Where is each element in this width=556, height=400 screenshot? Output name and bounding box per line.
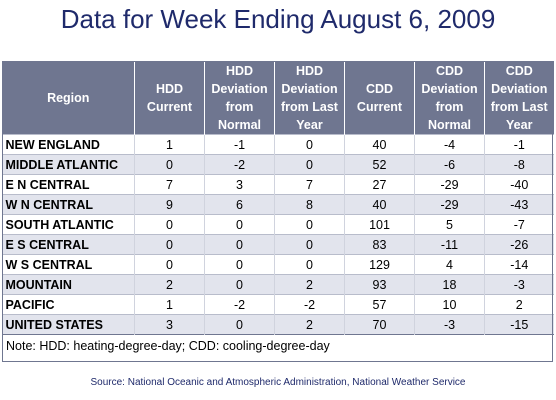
value-cell: 0: [134, 154, 205, 175]
source-caption: Source: National Oceanic and Atmospheric…: [90, 377, 466, 388]
value-cell: 0: [204, 234, 275, 255]
value-cell: -29: [414, 194, 485, 215]
value-cell: 1: [134, 294, 205, 315]
table-row: SOUTH ATLANTIC 0 0 0 101 5 -7: [2, 214, 554, 235]
value-cell: -40: [484, 174, 554, 195]
value-cell: 9: [134, 194, 205, 215]
value-cell: 0: [204, 254, 275, 275]
column-header-cdd-current: CDD Current: [344, 61, 415, 135]
value-cell: -2: [204, 294, 275, 315]
table-body: NEW ENGLAND 1 -1 0 40 -4 -1 MIDDLE ATLANTIC 0 -2 0…: [2, 134, 554, 335]
value-cell: 0: [204, 214, 275, 235]
value-cell: -2: [204, 154, 275, 175]
value-cell: 8: [274, 194, 345, 215]
value-cell: -7: [484, 214, 554, 235]
value-cell: -29: [414, 174, 485, 195]
weather-data-table: Region HDD Current HDD Deviation from No…: [2, 61, 554, 356]
value-cell: 0: [204, 314, 275, 335]
value-cell: -1: [484, 134, 554, 155]
region-cell: MOUNTAIN: [2, 274, 135, 295]
value-cell: 0: [274, 234, 345, 255]
value-cell: 0: [274, 254, 345, 275]
value-cell: 129: [344, 254, 415, 275]
value-cell: 0: [274, 134, 345, 155]
region-cell: W S CENTRAL: [2, 254, 135, 275]
region-cell: UNITED STATES: [2, 314, 135, 335]
value-cell: 7: [134, 174, 205, 195]
column-header-cdd-dev-last-year: CDD Deviation from Last Year: [484, 61, 554, 135]
value-cell: 2: [274, 314, 345, 335]
table-row: NEW ENGLAND 1 -1 0 40 -4 -1: [2, 134, 554, 155]
value-cell: 2: [274, 274, 345, 295]
table-row: PACIFIC 1 -2 -2 57 10 2: [2, 294, 554, 315]
value-cell: 4: [414, 254, 485, 275]
value-cell: 0: [134, 214, 205, 235]
value-cell: -3: [414, 314, 485, 335]
column-header-hdd-current: HDD Current: [134, 61, 205, 135]
value-cell: -43: [484, 194, 554, 215]
value-cell: -4: [414, 134, 485, 155]
region-cell: MIDDLE ATLANTIC: [2, 154, 135, 175]
value-cell: 83: [344, 234, 415, 255]
table-row: W S CENTRAL 0 0 0 129 4 -14: [2, 254, 554, 275]
region-cell: E N CENTRAL: [2, 174, 135, 195]
value-cell: 0: [204, 274, 275, 295]
value-cell: 40: [344, 134, 415, 155]
column-header-hdd-dev-normal: HDD Deviation from Normal: [204, 61, 275, 135]
value-cell: 93: [344, 274, 415, 295]
value-cell: -2: [274, 294, 345, 315]
table-row: W N CENTRAL 9 6 8 40 -29 -43: [2, 194, 554, 215]
value-cell: -3: [484, 274, 554, 295]
value-cell: 10: [414, 294, 485, 315]
note-row: Note: HDD: heating-degree-day; CDD: cool…: [2, 334, 554, 356]
value-cell: 0: [274, 214, 345, 235]
table-row: MOUNTAIN 2 0 2 93 18 -3: [2, 274, 554, 295]
value-cell: 0: [134, 234, 205, 255]
table-header-row: Region HDD Current HDD Deviation from No…: [2, 61, 554, 135]
value-cell: 0: [274, 154, 345, 175]
value-cell: 6: [204, 194, 275, 215]
region-cell: E S CENTRAL: [2, 234, 135, 255]
value-cell: -26: [484, 234, 554, 255]
table-row: UNITED STATES 3 0 2 70 -3 -15: [2, 314, 554, 335]
value-cell: -1: [204, 134, 275, 155]
value-cell: 70: [344, 314, 415, 335]
value-cell: -15: [484, 314, 554, 335]
value-cell: -6: [414, 154, 485, 175]
table-row: MIDDLE ATLANTIC 0 -2 0 52 -6 -8: [2, 154, 554, 175]
table-row: E S CENTRAL 0 0 0 83 -11 -26: [2, 234, 554, 255]
column-header-hdd-dev-last-year: HDD Deviation from Last Year: [274, 61, 345, 135]
value-cell: 18: [414, 274, 485, 295]
table-note: Note: HDD: heating-degree-day; CDD: cool…: [2, 334, 554, 356]
value-cell: 101: [344, 214, 415, 235]
value-cell: -8: [484, 154, 554, 175]
value-cell: 52: [344, 154, 415, 175]
value-cell: -11: [414, 234, 485, 255]
value-cell: 0: [134, 254, 205, 275]
table-row: E N CENTRAL 7 3 7 27 -29 -40: [2, 174, 554, 195]
region-cell: SOUTH ATLANTIC: [2, 214, 135, 235]
value-cell: 2: [484, 294, 554, 315]
value-cell: 7: [274, 174, 345, 195]
value-cell: 27: [344, 174, 415, 195]
value-cell: 3: [204, 174, 275, 195]
page-title: Data for Week Ending August 6, 2009: [60, 4, 496, 34]
column-header-cdd-dev-normal: CDD Deviation from Normal: [414, 61, 485, 135]
weather-data-table-container: Region HDD Current HDD Deviation from No…: [2, 61, 554, 356]
value-cell: -14: [484, 254, 554, 275]
value-cell: 57: [344, 294, 415, 315]
value-cell: 40: [344, 194, 415, 215]
value-cell: 2: [134, 274, 205, 295]
region-cell: PACIFIC: [2, 294, 135, 315]
region-cell: NEW ENGLAND: [2, 134, 135, 155]
value-cell: 5: [414, 214, 485, 235]
value-cell: 3: [134, 314, 205, 335]
region-cell: W N CENTRAL: [2, 194, 135, 215]
column-header-region: Region: [2, 61, 135, 135]
value-cell: 1: [134, 134, 205, 155]
